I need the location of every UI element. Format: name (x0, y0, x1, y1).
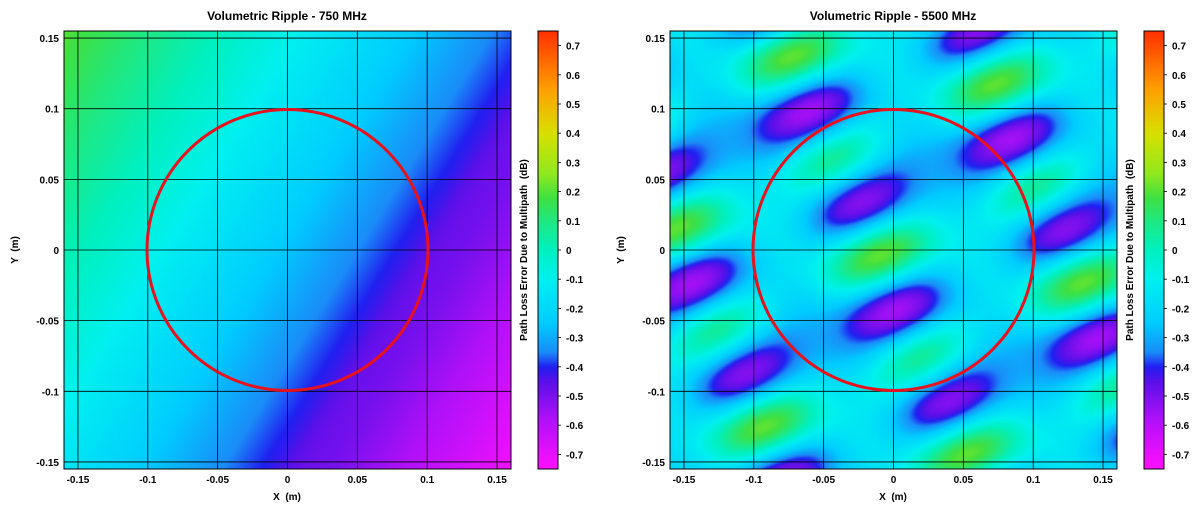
y-tick-label: 0.05 (40, 175, 60, 186)
x-tick-labels: -0.15 -0.1 -0.05 0 0.05 0.1 0.15 (67, 475, 508, 486)
measurement-circle (751, 108, 1036, 392)
colorbar-tick-label: -0.3 (566, 334, 584, 345)
plot-area (669, 30, 1118, 470)
plot-area (63, 30, 512, 470)
x-tick-label: -0.15 (67, 475, 90, 486)
x-tick-label: -0.05 (812, 475, 835, 486)
y-tick-labels: -0.15 -0.1 -0.05 0 0.05 0.1 0.15 (36, 34, 59, 469)
colorbar-label: Path Loss Error Due to Multipath (dB) (1125, 159, 1136, 341)
x-axis-label: X (m) (273, 492, 301, 503)
colorbar-tick-label: 0 (1172, 246, 1178, 257)
colorbar-tick-label: 0.6 (566, 71, 580, 82)
colorbar-tick-label: 0.2 (566, 188, 580, 199)
x-tick-labels: -0.15 -0.1 -0.05 0 0.05 0.1 0.15 (673, 475, 1114, 486)
colorbar-tick-labels: 0.7 0.6 0.5 0.4 0.3 0.2 0.1 0 -0.1 -0.2 -0.3 -0.4 -0… (558, 42, 584, 461)
colorbar-tick-label: 0.4 (566, 129, 580, 140)
colorbar-tick-label: -0.3 (1172, 334, 1190, 345)
colorbar-tick-label: 0.7 (1172, 42, 1186, 53)
colorbar-tick-label: 0 (566, 246, 572, 257)
x-tick-label: 0 (891, 475, 897, 486)
colorbar-tick-label: -0.2 (1172, 304, 1190, 315)
colorbar-tick-label: 0.7 (566, 42, 580, 53)
x-tick-label: 0.15 (1093, 475, 1113, 486)
colorbar-tick-label: -0.4 (1172, 363, 1190, 374)
colorbar-tick-label: -0.2 (566, 304, 584, 315)
colorbar-tick-label: -0.7 (566, 450, 584, 461)
colorbar-tick-label: 0.3 (566, 158, 580, 169)
colorbar-tick-label: 0.5 (1172, 100, 1186, 111)
colorbar-tick-label: -0.6 (1172, 421, 1190, 432)
x-axis-label: X (m) (879, 492, 907, 503)
colorbar-tick-label: 0.3 (1172, 158, 1186, 169)
x-tick-label: -0.1 (745, 475, 763, 486)
y-tick-labels: -0.15 -0.1 -0.05 0 0.05 0.1 0.15 (642, 34, 665, 469)
chart-title: Volumetric Ripple - 5500 MHz (810, 9, 976, 23)
colorbar-gradient (538, 31, 558, 469)
colorbar-label: Path Loss Error Due to Multipath (dB) (519, 159, 530, 341)
x-tick-label: -0.15 (673, 475, 696, 486)
y-tick-label: -0.05 (36, 317, 59, 328)
x-tick-label: 0.1 (420, 475, 434, 486)
colorbar-tick-label: 0.1 (566, 217, 580, 228)
measurement-circle (145, 108, 430, 392)
x-tick-label: 0.15 (487, 475, 507, 486)
colorbar-gradient (1144, 31, 1164, 469)
colorbar-tick-label: -0.4 (566, 363, 584, 374)
y-tick-label: 0 (659, 246, 665, 257)
colorbar: 0.7 0.6 0.5 0.4 0.3 0.2 0.1 0 -0.1 -0.2 -0.3 -0.4 -0… (1125, 30, 1190, 470)
y-tick-label: -0.15 (642, 458, 665, 469)
chart-title: Volumetric Ripple - 750 MHz (207, 9, 367, 23)
x-tick-label: 0.05 (954, 475, 974, 486)
colorbar: 0.7 0.6 0.5 0.4 0.3 0.2 0.1 0 -0.1 -0.2 -0.3 -0.4 -0… (519, 30, 584, 470)
grid-lines (64, 31, 511, 469)
panel-750mhz: Volumetric Ripple - 750 MHz -0.15 -0.1 -0.… (10, 9, 584, 503)
plot-frame (63, 30, 512, 470)
colorbar-tick-label: -0.5 (1172, 392, 1190, 403)
colorbar-tick-label: 0.6 (1172, 71, 1186, 82)
colorbar-tick-label: -0.1 (566, 275, 584, 286)
y-tick-label: 0.1 (45, 105, 59, 116)
y-tick-label: -0.1 (648, 387, 666, 398)
colorbar-tick-label: -0.1 (1172, 275, 1190, 286)
y-tick-label: 0.1 (651, 105, 665, 116)
colorbar-tick-labels: 0.7 0.6 0.5 0.4 0.3 0.2 0.1 0 -0.1 -0.2 -0.3 -0.4 -0… (1164, 42, 1190, 461)
x-tick-label: 0.1 (1026, 475, 1040, 486)
y-tick-label: -0.05 (642, 317, 665, 328)
y-tick-label: 0.15 (40, 34, 60, 45)
y-tick-label: 0.15 (646, 34, 666, 45)
x-tick-label: 0.05 (348, 475, 368, 486)
y-tick-label: -0.15 (36, 458, 59, 469)
colorbar-tick-label: -0.7 (1172, 450, 1190, 461)
colorbar-tick-label: 0.5 (566, 100, 580, 111)
colorbar-tick-label: 0.4 (1172, 129, 1186, 140)
plot-frame (669, 30, 1118, 470)
y-tick-label: -0.1 (42, 387, 60, 398)
y-tick-label: 0 (53, 246, 59, 257)
y-tick-label: 0.05 (646, 175, 666, 186)
x-tick-label: 0 (285, 475, 291, 486)
y-axis-label: Y (m) (10, 236, 21, 264)
colorbar-tick-label: 0.1 (1172, 217, 1186, 228)
colorbar-tick-label: -0.6 (566, 421, 584, 432)
colorbar-tick-label: -0.5 (566, 392, 584, 403)
x-tick-label: -0.05 (206, 475, 229, 486)
colorbar-tick-label: 0.2 (1172, 188, 1186, 199)
y-axis-label: Y (m) (616, 236, 627, 264)
panel-5500mhz: Volumetric Ripple - 5500 MHz -0.15 -0.1 -0… (616, 9, 1190, 503)
x-tick-label: -0.1 (139, 475, 157, 486)
